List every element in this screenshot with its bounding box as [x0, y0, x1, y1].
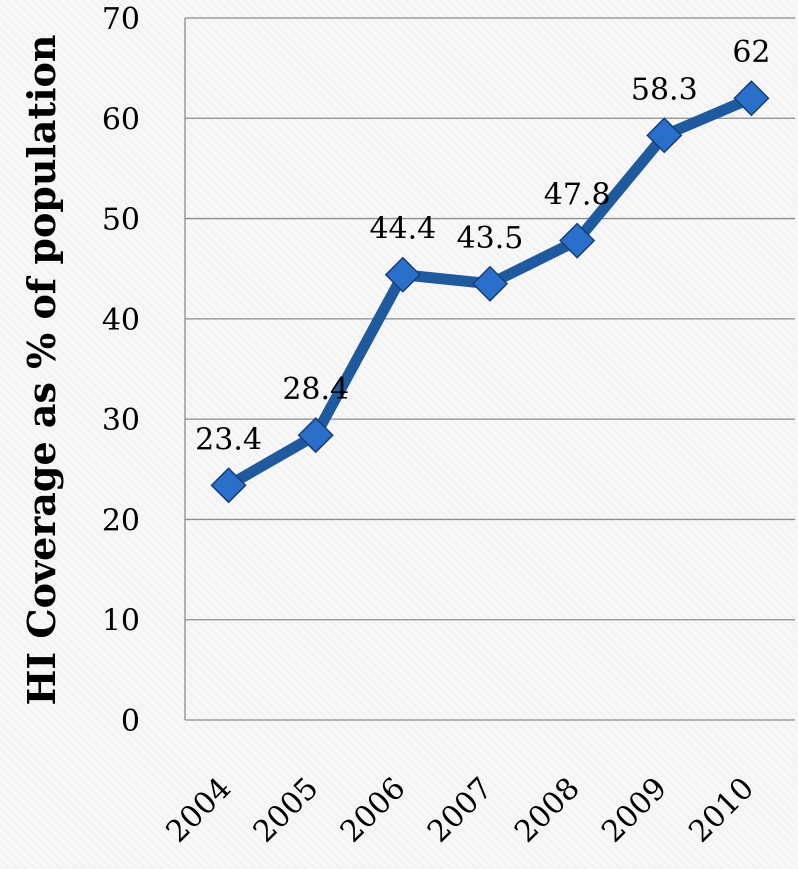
y-tick-label: 60	[102, 102, 140, 137]
data-point-marker	[384, 256, 421, 293]
data-label: 47.8	[544, 178, 611, 213]
data-label: 44.4	[369, 212, 436, 247]
data-point-marker	[471, 265, 509, 302]
data-point-marker	[733, 80, 770, 117]
data-point-marker	[210, 467, 247, 504]
data-labels: 23.4 28.4 44.4 43.5 47.8 58.3 62	[195, 35, 770, 457]
y-axis-title: HI Coverage as % of population	[19, 34, 64, 705]
x-tick-label: 2009	[595, 771, 674, 850]
data-point-marker	[646, 117, 683, 154]
y-tick-label: 20	[102, 503, 140, 538]
x-tick-label: 2008	[508, 771, 587, 850]
y-tick-label: 40	[102, 303, 140, 338]
y-tick-label: 30	[102, 403, 140, 438]
data-label: 23.4	[195, 422, 262, 457]
data-label: 58.3	[631, 72, 698, 107]
x-tick-label: 2007	[421, 771, 500, 850]
data-label: 28.4	[282, 372, 349, 407]
x-tick-label: 2010	[682, 771, 761, 850]
x-tick-label: 2004	[159, 771, 238, 850]
data-label: 43.5	[457, 221, 524, 256]
x-tick-label: 2006	[334, 771, 413, 850]
y-tick-label: 10	[102, 604, 140, 639]
y-tick-label: 0	[121, 704, 140, 739]
x-axis-ticks: 2004 2005 2006 2007 2008 2009 2010	[159, 771, 761, 850]
y-tick-label: 50	[102, 203, 140, 238]
data-label: 62	[732, 35, 770, 70]
data-point-marker	[559, 222, 596, 259]
y-tick-label: 70	[102, 2, 140, 37]
x-tick-label: 2005	[247, 771, 326, 850]
series-markers	[210, 80, 770, 504]
data-point-marker	[297, 417, 334, 454]
y-axis-ticks: 0 10 20 30 40 50 60 70	[102, 2, 140, 739]
gridlines	[184, 17, 795, 721]
